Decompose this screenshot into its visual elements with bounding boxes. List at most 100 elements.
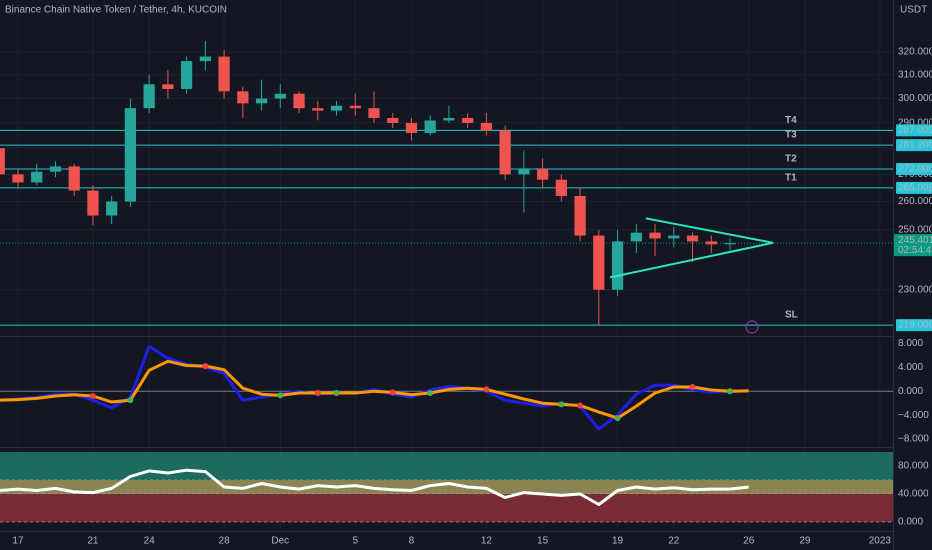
level-badge-label: 265.000 (898, 182, 932, 193)
candle-body (686, 235, 699, 242)
candle-body (443, 117, 455, 121)
candle-body (480, 122, 493, 131)
candle-body (462, 117, 474, 123)
x-tick-label: Dec (271, 536, 289, 547)
x-tick-label: 26 (743, 536, 755, 547)
candle-body (237, 91, 249, 104)
level-badge-label: 219.000 (898, 320, 932, 331)
level-name: T3 (785, 130, 797, 141)
x-tick-label: 2023 (869, 536, 892, 547)
crossover-dot (202, 363, 209, 370)
candle-body (68, 166, 80, 191)
candle-body (255, 98, 268, 104)
y-tick-label: 80.000 (898, 461, 929, 472)
level-badge (896, 319, 932, 332)
candle-body (387, 117, 399, 123)
crossover-dot (558, 401, 565, 408)
price-axis (893, 0, 932, 550)
candle-body (630, 232, 642, 242)
series-line (0, 359, 749, 420)
last-price-badge (894, 234, 932, 257)
candle-body (87, 190, 99, 216)
alert-icon (745, 320, 759, 334)
candle-body (330, 105, 343, 111)
band (0, 452, 893, 481)
y-tick-label: 230.000 (898, 284, 932, 295)
crossover-dot (314, 389, 321, 396)
candle-body (555, 179, 567, 197)
candle-body (518, 169, 530, 175)
candle-body (293, 93, 305, 109)
level-name: T2 (785, 154, 797, 165)
x-tick-label: 28 (219, 536, 231, 547)
candle-body (536, 169, 549, 180)
crossover-dot (427, 389, 434, 396)
y-tick-label: 300.000 (898, 93, 932, 104)
candle-body (405, 122, 418, 133)
candle-body (0, 148, 5, 175)
crossover-dot (577, 402, 584, 409)
candle-body (368, 108, 380, 118)
x-tick-label: 5 (352, 536, 358, 547)
y-tick-label: 310.000 (898, 70, 932, 81)
crossover-dot (389, 389, 396, 396)
candle-body (31, 171, 43, 183)
y-tick-label: −8.000 (898, 434, 929, 445)
crossover-dot (726, 388, 733, 395)
candle-body (499, 130, 511, 175)
crossover-dot (614, 415, 621, 422)
y-tick-label: −4.000 (898, 410, 929, 421)
y-tick-label: 40.000 (898, 489, 929, 500)
level-badge (896, 139, 932, 152)
candle-body (274, 93, 286, 99)
currency-label: USDT (900, 5, 927, 16)
x-tick-label: 29 (799, 536, 811, 547)
level-name: T4 (785, 115, 797, 126)
candle-body (349, 105, 361, 109)
candle-body (106, 201, 118, 216)
candle-body (12, 174, 24, 183)
last-price-label: 245.401 (898, 235, 932, 246)
x-tick-label: 17 (12, 536, 24, 547)
trendline (645, 217, 774, 244)
x-tick-label: 12 (481, 536, 493, 547)
crossover-dot (483, 386, 490, 393)
crossover-dot (333, 389, 340, 396)
level-badge (896, 163, 932, 176)
x-tick-label: 19 (612, 536, 624, 547)
level-badge-label: 281.200 (898, 140, 932, 151)
chart-title: Binance Chain Native Token / Tether, 4h,… (5, 5, 227, 16)
candle-body (162, 84, 174, 89)
candle-body (611, 241, 624, 290)
candle-body (705, 241, 717, 245)
countdown-label: 02:54:47 (898, 245, 932, 256)
crossover-dot (127, 397, 134, 404)
candle-body (574, 196, 586, 236)
x-tick-label: 21 (87, 536, 99, 547)
candle-body (218, 56, 230, 92)
crossover-dot (277, 392, 284, 399)
y-tick-label: 4.000 (898, 362, 923, 373)
candle-body (124, 108, 137, 202)
x-tick-label: 8 (409, 536, 415, 547)
y-tick-label: 320.000 (898, 47, 932, 58)
candle-body (199, 56, 211, 62)
candle-body (312, 108, 324, 111)
level-badge (896, 124, 932, 137)
candle-body (180, 61, 193, 89)
candle-body (424, 120, 436, 133)
x-tick-label: 15 (537, 536, 549, 547)
y-tick-label: 290.000 (898, 118, 932, 129)
y-tick-label: 0.000 (898, 517, 923, 528)
band (0, 494, 893, 523)
candle-body (668, 235, 680, 239)
series-line (0, 468, 749, 506)
crossover-dot (89, 392, 96, 399)
y-tick-label: 0.000 (898, 386, 923, 397)
level-badge-label: 272.000 (898, 164, 932, 175)
candle-body (649, 232, 661, 239)
level-name: T1 (785, 172, 797, 183)
level-name: SL (785, 310, 798, 321)
y-tick-label: 8.000 (898, 338, 923, 349)
